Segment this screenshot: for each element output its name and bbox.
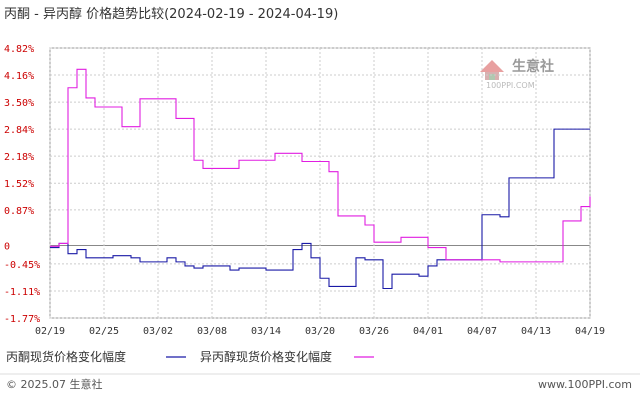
x-tick-label: 04/13	[521, 326, 551, 337]
y-tick-label: 3.50%	[4, 98, 34, 109]
legend: 丙酮现货价格变化幅度 异丙醇现货价格变化幅度	[6, 349, 374, 364]
x-tick-label: 03/14	[251, 326, 281, 337]
y-tick-label: 2.84%	[4, 125, 34, 136]
watermark-text: 生意社	[512, 58, 554, 75]
x-tick-label: 03/26	[359, 326, 389, 337]
x-tick-label: 03/20	[305, 326, 335, 337]
house-logo-icon	[480, 60, 504, 80]
series-line-ipa	[50, 68, 591, 263]
y-tick-label: 1.52%	[4, 179, 34, 190]
x-tick-label: 02/25	[89, 326, 119, 337]
y-tick-label: 0	[4, 241, 10, 252]
y-tick-label: 4.82%	[4, 44, 34, 55]
chart-title: 丙酮 - 异丙醇 价格趋势比较(2024-02-19 - 2024-04-19)	[4, 6, 338, 22]
x-tick-label: 04/07	[467, 326, 497, 337]
x-tick-label: 03/02	[143, 326, 173, 337]
watermark-subtext: 100PPI.COM	[486, 81, 535, 90]
x-tick-label: 04/19	[575, 326, 605, 337]
x-axis-ticks: 02/19 02/25 03/02 03/08 03/14 03/20 03/26 04/01…	[35, 326, 605, 337]
y-tick-label: 0.87%	[4, 206, 34, 217]
series-line-acetone	[50, 128, 590, 290]
x-tick-label: 03/08	[197, 326, 227, 337]
watermark-logo: 生意社 100PPI.COM	[480, 58, 554, 90]
y-axis-ticks: 4.82% 4.16% 3.50% 2.84% 2.18% 1.52% 0.87% 0 -0.4…	[4, 44, 40, 325]
y-tick-label: -0.45%	[4, 260, 40, 271]
footer-site: www.100PPI.com	[538, 378, 632, 391]
y-tick-label: -1.77%	[4, 314, 40, 325]
y-tick-label: 2.18%	[4, 152, 34, 163]
x-tick-label: 04/01	[413, 326, 443, 337]
y-tick-label: 4.16%	[4, 71, 34, 82]
legend-label-acetone: 丙酮现货价格变化幅度	[6, 349, 126, 364]
x-tick-label: 02/19	[35, 326, 65, 337]
legend-label-ipa: 异丙醇现货价格变化幅度	[200, 349, 332, 364]
series-lines	[50, 68, 591, 290]
footer-copyright: © 2025.07 生意社	[6, 377, 102, 391]
y-tick-label: -1.11%	[4, 287, 40, 298]
